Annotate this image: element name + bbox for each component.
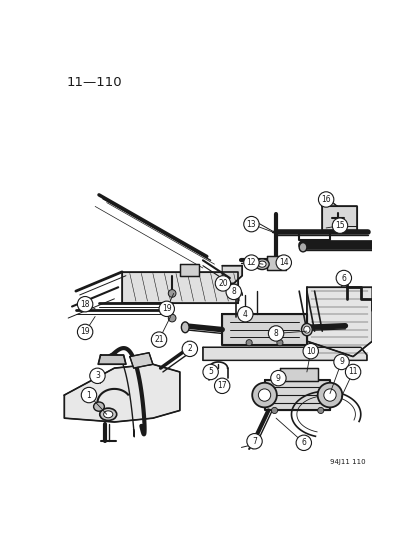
Text: 8: 8 — [231, 287, 235, 296]
Polygon shape — [129, 353, 152, 368]
Text: 11—110: 11—110 — [66, 76, 122, 88]
Circle shape — [245, 340, 252, 346]
Text: 10: 10 — [305, 346, 315, 356]
Circle shape — [318, 192, 333, 207]
Circle shape — [225, 284, 241, 300]
Text: 6: 6 — [301, 438, 306, 447]
Text: 9: 9 — [275, 374, 280, 383]
Circle shape — [344, 364, 360, 379]
Circle shape — [77, 296, 93, 312]
Circle shape — [271, 407, 277, 414]
Polygon shape — [306, 287, 371, 357]
Polygon shape — [279, 368, 318, 381]
Circle shape — [317, 383, 342, 407]
Polygon shape — [264, 379, 329, 410]
Circle shape — [90, 368, 105, 384]
Polygon shape — [222, 265, 242, 284]
Circle shape — [151, 332, 166, 348]
Circle shape — [159, 301, 174, 317]
Text: 5: 5 — [208, 367, 213, 376]
Circle shape — [275, 255, 291, 270]
Polygon shape — [122, 272, 237, 303]
Circle shape — [268, 326, 283, 341]
Circle shape — [252, 383, 276, 407]
Circle shape — [258, 389, 270, 401]
Text: 11: 11 — [347, 367, 357, 376]
Circle shape — [81, 387, 97, 403]
Text: 94J11 110: 94J11 110 — [329, 459, 365, 465]
Circle shape — [214, 378, 229, 393]
Text: 19: 19 — [161, 304, 171, 313]
Polygon shape — [179, 264, 199, 276]
Text: 8: 8 — [273, 329, 278, 338]
Circle shape — [243, 255, 259, 270]
Ellipse shape — [255, 259, 268, 270]
Circle shape — [215, 276, 230, 291]
Circle shape — [270, 370, 285, 386]
Circle shape — [276, 340, 282, 346]
Circle shape — [295, 435, 311, 450]
Circle shape — [217, 383, 226, 392]
Circle shape — [202, 364, 218, 379]
Circle shape — [335, 270, 351, 286]
Text: 9: 9 — [338, 358, 343, 367]
Ellipse shape — [181, 322, 189, 333]
Circle shape — [246, 433, 261, 449]
Text: 19: 19 — [80, 327, 90, 336]
Ellipse shape — [301, 324, 311, 336]
Text: 3: 3 — [95, 372, 100, 381]
Circle shape — [219, 385, 224, 390]
Ellipse shape — [303, 326, 309, 333]
Circle shape — [243, 216, 259, 232]
Circle shape — [168, 314, 176, 322]
Circle shape — [333, 354, 349, 370]
Circle shape — [302, 343, 318, 359]
Text: 21: 21 — [154, 335, 164, 344]
Ellipse shape — [100, 408, 116, 421]
Text: 18: 18 — [80, 300, 90, 309]
Circle shape — [77, 324, 93, 340]
Text: 13: 13 — [246, 220, 256, 229]
Ellipse shape — [299, 243, 306, 252]
Polygon shape — [202, 348, 366, 360]
Polygon shape — [222, 314, 306, 345]
Text: 14: 14 — [278, 258, 288, 267]
Text: 12: 12 — [246, 258, 256, 267]
Polygon shape — [266, 256, 285, 270]
Text: 2: 2 — [187, 344, 192, 353]
Text: 1: 1 — [86, 391, 91, 400]
Circle shape — [182, 341, 197, 357]
Ellipse shape — [185, 348, 194, 355]
Circle shape — [168, 289, 176, 297]
Polygon shape — [321, 206, 356, 230]
Text: 15: 15 — [335, 221, 344, 230]
Text: 17: 17 — [217, 381, 226, 390]
Circle shape — [237, 306, 252, 322]
Text: 6: 6 — [341, 273, 345, 282]
Polygon shape — [64, 364, 179, 422]
Ellipse shape — [103, 411, 113, 418]
Ellipse shape — [93, 402, 104, 411]
Circle shape — [323, 389, 335, 401]
Text: 16: 16 — [320, 195, 330, 204]
Circle shape — [317, 407, 323, 414]
Text: 7: 7 — [252, 437, 256, 446]
Text: 20: 20 — [218, 279, 227, 288]
Text: 4: 4 — [242, 310, 247, 319]
Polygon shape — [98, 355, 126, 364]
Ellipse shape — [258, 261, 266, 267]
Circle shape — [332, 218, 347, 233]
